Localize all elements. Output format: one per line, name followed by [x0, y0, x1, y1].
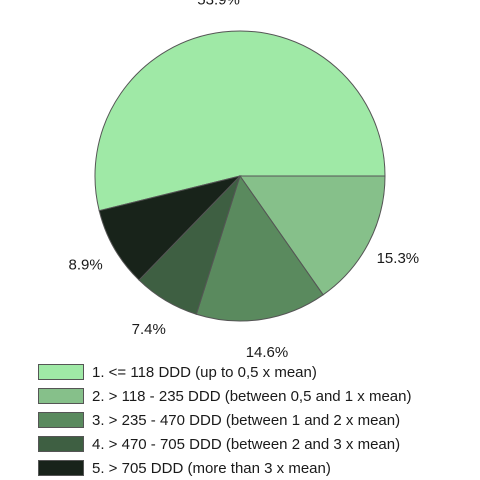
legend: 1. <= 118 DDD (up to 0,5 x mean) 2. > 11… — [38, 360, 468, 480]
legend-label: 5. > 705 DDD (more than 3 x mean) — [92, 459, 331, 477]
legend-label: 4. > 470 - 705 DDD (between 2 and 3 x me… — [92, 435, 401, 453]
legend-item: 4. > 470 - 705 DDD (between 2 and 3 x me… — [38, 432, 468, 456]
legend-swatch — [38, 364, 84, 380]
slice-value-label: 7.4% — [132, 321, 166, 338]
legend-item: 2. > 118 - 235 DDD (between 0,5 and 1 x … — [38, 384, 468, 408]
legend-label: 3. > 235 - 470 DDD (between 1 and 2 x me… — [92, 411, 401, 429]
slice-value-label: 8.9% — [69, 257, 103, 274]
legend-item: 1. <= 118 DDD (up to 0,5 x mean) — [38, 360, 468, 384]
pie-slice-3 — [195, 174, 324, 322]
pie-chart: 53.9% 15.3% 14.6% 7.4% 8.9% — [69, 0, 420, 360]
slice-value-label: 53.9% — [197, 0, 240, 8]
legend-item: 3. > 235 - 470 DDD (between 1 and 2 x me… — [38, 408, 468, 432]
slice-value-label: 14.6% — [246, 344, 289, 360]
legend-swatch — [38, 460, 84, 476]
slice-value-label: 15.3% — [377, 250, 420, 267]
legend-swatch — [38, 388, 84, 404]
legend-label: 1. <= 118 DDD (up to 0,5 x mean) — [92, 363, 317, 381]
legend-swatch — [38, 412, 84, 428]
pie-slice-2 — [239, 175, 386, 296]
legend-label: 2. > 118 - 235 DDD (between 0,5 and 1 x … — [92, 387, 412, 405]
pie-slice-5 — [98, 175, 242, 281]
pie-slice-1 — [94, 30, 386, 212]
legend-item: 5. > 705 DDD (more than 3 x mean) — [38, 456, 468, 480]
legend-swatch — [38, 436, 84, 452]
